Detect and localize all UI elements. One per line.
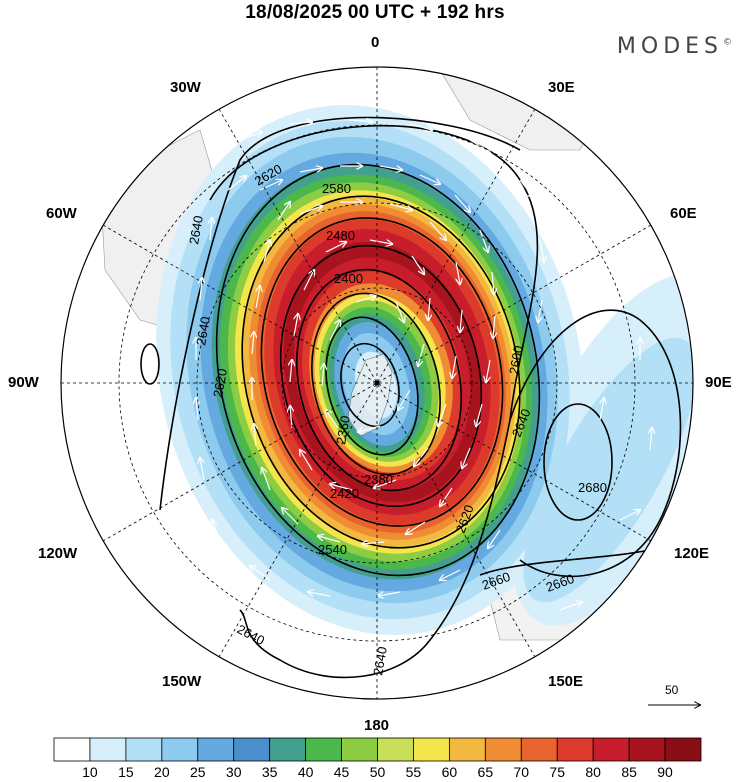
colorbar-swatch [448, 737, 486, 762]
colorbar-ticks: 10 15 20 25 30 35 40 45 50 55 60 65 70 75 80 85 90 [0, 764, 750, 782]
contour-label: 2400 [334, 271, 363, 286]
colorbar-swatch [233, 737, 271, 762]
colorbar-swatch [341, 737, 378, 762]
lon-label-90w: 90W [8, 374, 39, 391]
colorbar-tick-label: 55 [405, 764, 422, 780]
colorbar-swatch [53, 737, 91, 762]
lon-label-120e: 120E [674, 545, 710, 562]
colorbar-swatch [484, 737, 522, 762]
colorbar-tick-label: 60 [441, 764, 458, 780]
colorbar-tick-label: 70 [513, 764, 530, 780]
lon-label-90e: 90E [705, 374, 732, 391]
colorbar-swatch [197, 737, 235, 762]
lon-label-180: 180 [364, 717, 390, 734]
colorbar-tick-label: 65 [477, 764, 494, 780]
colorbar-tick-label: 10 [82, 764, 98, 780]
contour-label: 2680 [578, 480, 607, 495]
reference-vector-label: 50 [665, 683, 679, 697]
colorbar-swatch [305, 737, 342, 762]
colorbar-tick-label: 25 [189, 764, 206, 780]
contour-label: 2580 [322, 181, 351, 196]
map-disk [61, 67, 693, 699]
colorbar-tick-label: 30 [225, 764, 242, 780]
map-title: 18/08/2025 00 UTC + 192 hrs [245, 2, 505, 23]
lon-label-120w: 120W [38, 545, 78, 562]
colorbar-tick-label: 85 [621, 764, 637, 780]
lon-label-30e: 30E [548, 79, 575, 96]
contour-label: 2480 [326, 228, 355, 243]
colorbar-swatch [269, 737, 307, 762]
geopotential-contours [140, 116, 682, 679]
colorbar-swatch [413, 737, 450, 762]
colorbar-swatch [520, 737, 558, 762]
wind-vectors [196, 120, 652, 611]
colorbar-tick-label: 15 [118, 764, 134, 780]
colorbar-tick-label: 35 [261, 764, 278, 780]
colorbar-tick-label: 80 [585, 764, 601, 780]
contour-label: 2380 [364, 472, 393, 487]
lon-label-60e: 60E [670, 205, 697, 222]
south-pole-marker [374, 380, 380, 386]
graticule [61, 67, 693, 699]
contour-label: 2360 [333, 414, 353, 445]
copyright-mark: © [723, 37, 732, 48]
colorbar-swatch [592, 737, 630, 762]
contour-label: 2540 [318, 542, 347, 557]
lon-label-30w: 30W [170, 79, 201, 96]
colorbar-tick-label: 40 [297, 764, 314, 780]
colorbar-swatch [377, 737, 414, 762]
contour-label: 2640 [193, 315, 213, 346]
lon-label-0: 0 [371, 34, 380, 51]
colorbar-swatch [161, 737, 199, 762]
colorbar-swatch [664, 737, 702, 762]
colorbar-tick-label: 75 [549, 764, 566, 780]
colorbar-swatch [89, 737, 127, 762]
contour-label: 2640 [370, 645, 390, 676]
lon-label-150e: 150E [548, 673, 584, 690]
colorbar-swatch [556, 737, 594, 762]
colorbar [53, 737, 702, 762]
lon-label-150w: 150W [162, 673, 202, 690]
colorbar-tick-label: 45 [333, 764, 350, 780]
colorbar-tick-label: 20 [154, 764, 170, 780]
land-africa [439, 67, 601, 151]
map-boundary [60, 66, 694, 700]
lon-label-60w: 60W [46, 205, 77, 222]
brand-logo: MODES© [617, 34, 732, 59]
colorbar-swatch [628, 737, 666, 762]
colorbar-tick-label: 90 [657, 764, 673, 780]
colorbar-tick-label: 50 [369, 764, 386, 780]
contour-label: 2420 [330, 486, 359, 501]
colorbar-swatch [125, 737, 163, 762]
wind-shade-east2 [523, 337, 693, 603]
contour-label: 2640 [186, 214, 206, 245]
contour-label: 2620 [210, 367, 230, 398]
contour-label: 2600 [506, 344, 526, 375]
brand-name: MODES [616, 34, 723, 59]
